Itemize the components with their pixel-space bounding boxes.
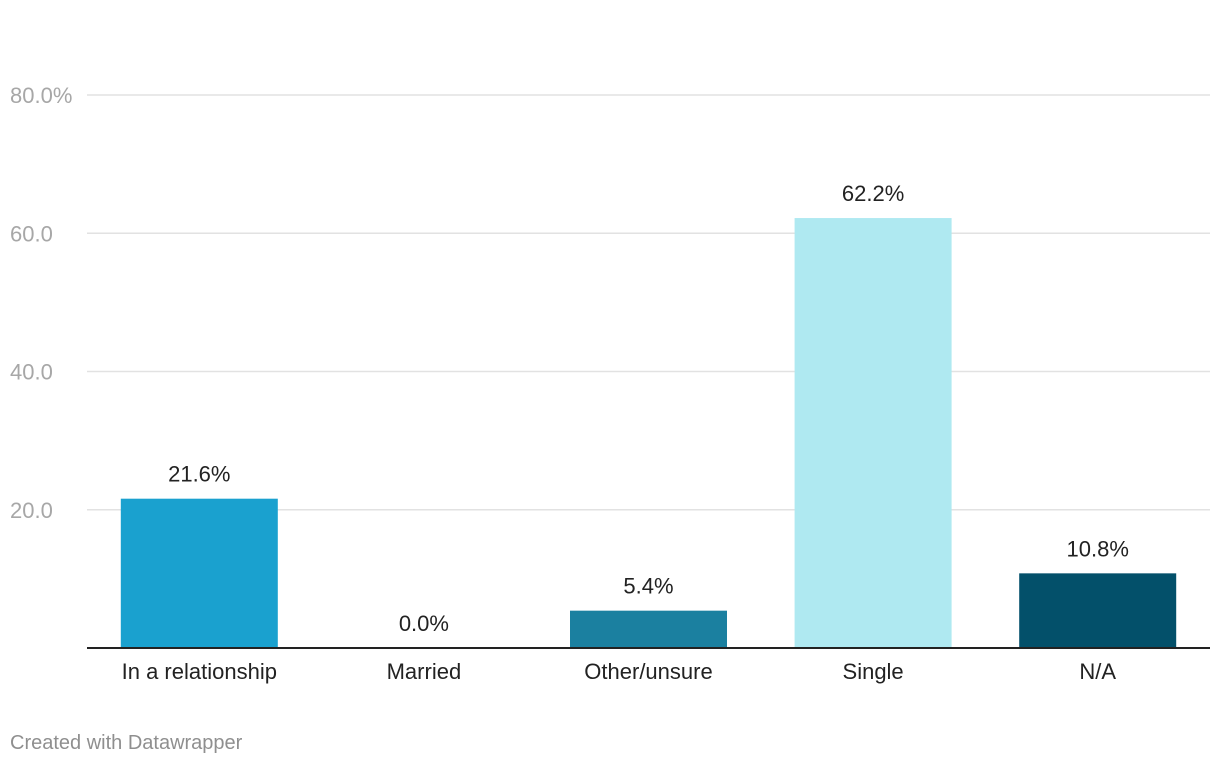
bar-value-label: 0.0% — [399, 611, 449, 636]
bar-value-label: 62.2% — [842, 181, 904, 206]
bar-value-label: 21.6% — [168, 462, 230, 487]
bar — [570, 610, 727, 648]
x-category-label: In a relationship — [122, 659, 277, 684]
y-tick-label: 40.0 — [10, 360, 53, 385]
category-labels: In a relationship Married Other/unsure Sing… — [122, 659, 1117, 684]
x-category-label: Single — [843, 659, 904, 684]
x-category-label: N/A — [1079, 659, 1116, 684]
bar-value-label: 5.4% — [623, 574, 673, 599]
bar — [1019, 573, 1177, 648]
y-tick-label: 60.0 — [10, 221, 53, 246]
y-tick-label: 80.0% — [10, 83, 72, 108]
bar — [120, 498, 278, 648]
bar-value-label: 10.8% — [1067, 536, 1129, 561]
x-category-label: Other/unsure — [584, 659, 712, 684]
y-tick-label: 20.0 — [10, 498, 53, 523]
bar-chart: 20.0 40.0 60.0 80.0% 21.6% 0.0% 5.4% 62.2% 10.8… — [10, 83, 1210, 684]
gridlines: 20.0 40.0 60.0 80.0% — [10, 83, 1210, 523]
datawrapper-credit: Created with Datawrapper — [10, 732, 243, 754]
bar — [794, 218, 952, 649]
value-labels: 21.6% 0.0% 5.4% 62.2% 10.8% — [168, 181, 1129, 636]
x-category-label: Married — [387, 659, 462, 684]
bars — [120, 218, 1177, 649]
